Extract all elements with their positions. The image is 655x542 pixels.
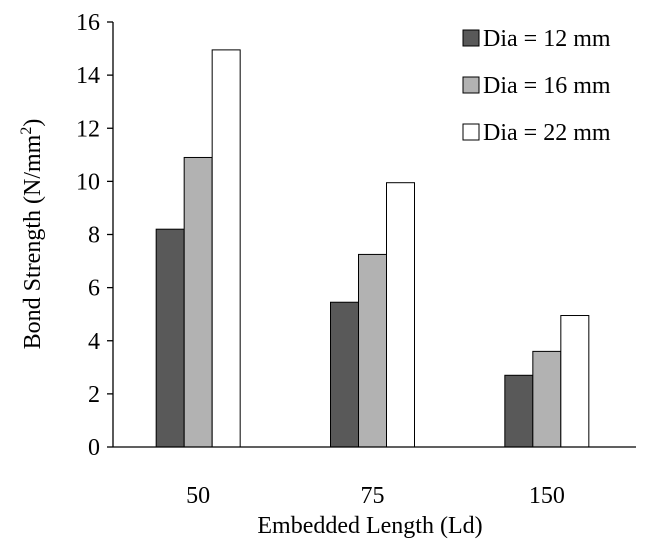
bar [358, 253, 387, 448]
legend-label: Dia = 12 mm [483, 26, 611, 52]
y-axis-title-main: Bond Strength (N/mm [20, 134, 46, 349]
bar [211, 49, 241, 448]
legend-label: Dia = 16 mm [483, 73, 611, 99]
y-tick-label: 12 [76, 116, 100, 142]
y-tick-label: 2 [88, 382, 100, 408]
y-tick-label: 6 [88, 276, 100, 302]
bar [155, 228, 185, 448]
y-tick-label: 8 [88, 223, 100, 249]
bar [330, 301, 359, 448]
y-tick-label: 10 [76, 169, 100, 195]
bar [560, 315, 590, 448]
x-category-label: 150 [529, 483, 565, 509]
y-tick-label: 0 [88, 435, 100, 461]
y-tick-label: 4 [88, 329, 100, 355]
y-tick-label: 16 [76, 10, 100, 36]
y-axis-title-superscript: 2 [18, 127, 35, 135]
bar [532, 350, 562, 448]
bar [504, 374, 534, 448]
y-axis-title: Bond Strength (N/mm2) [18, 119, 46, 350]
y-tick-labels: 0 2 4 6 8 10 12 14 16 [76, 10, 100, 461]
bars-group [155, 49, 590, 448]
bar [386, 182, 415, 448]
bar [183, 156, 213, 448]
x-category-labels: 50 75 150 [186, 483, 565, 509]
x-category-label: 75 [361, 483, 385, 509]
x-axis-title: Embedded Length (Ld) [257, 513, 482, 539]
axes-group [107, 21, 636, 448]
x-category-label: 50 [186, 483, 210, 509]
legend-label: Dia = 22 mm [483, 120, 611, 146]
legend-swatch [462, 76, 480, 94]
legend-swatch [462, 29, 480, 47]
y-axis-title-end: ) [20, 119, 46, 127]
y-tick-label: 14 [76, 63, 100, 89]
legend-swatch [462, 123, 480, 141]
legend: Dia = 12 mm Dia = 16 mm Dia = 22 mm [462, 26, 611, 146]
